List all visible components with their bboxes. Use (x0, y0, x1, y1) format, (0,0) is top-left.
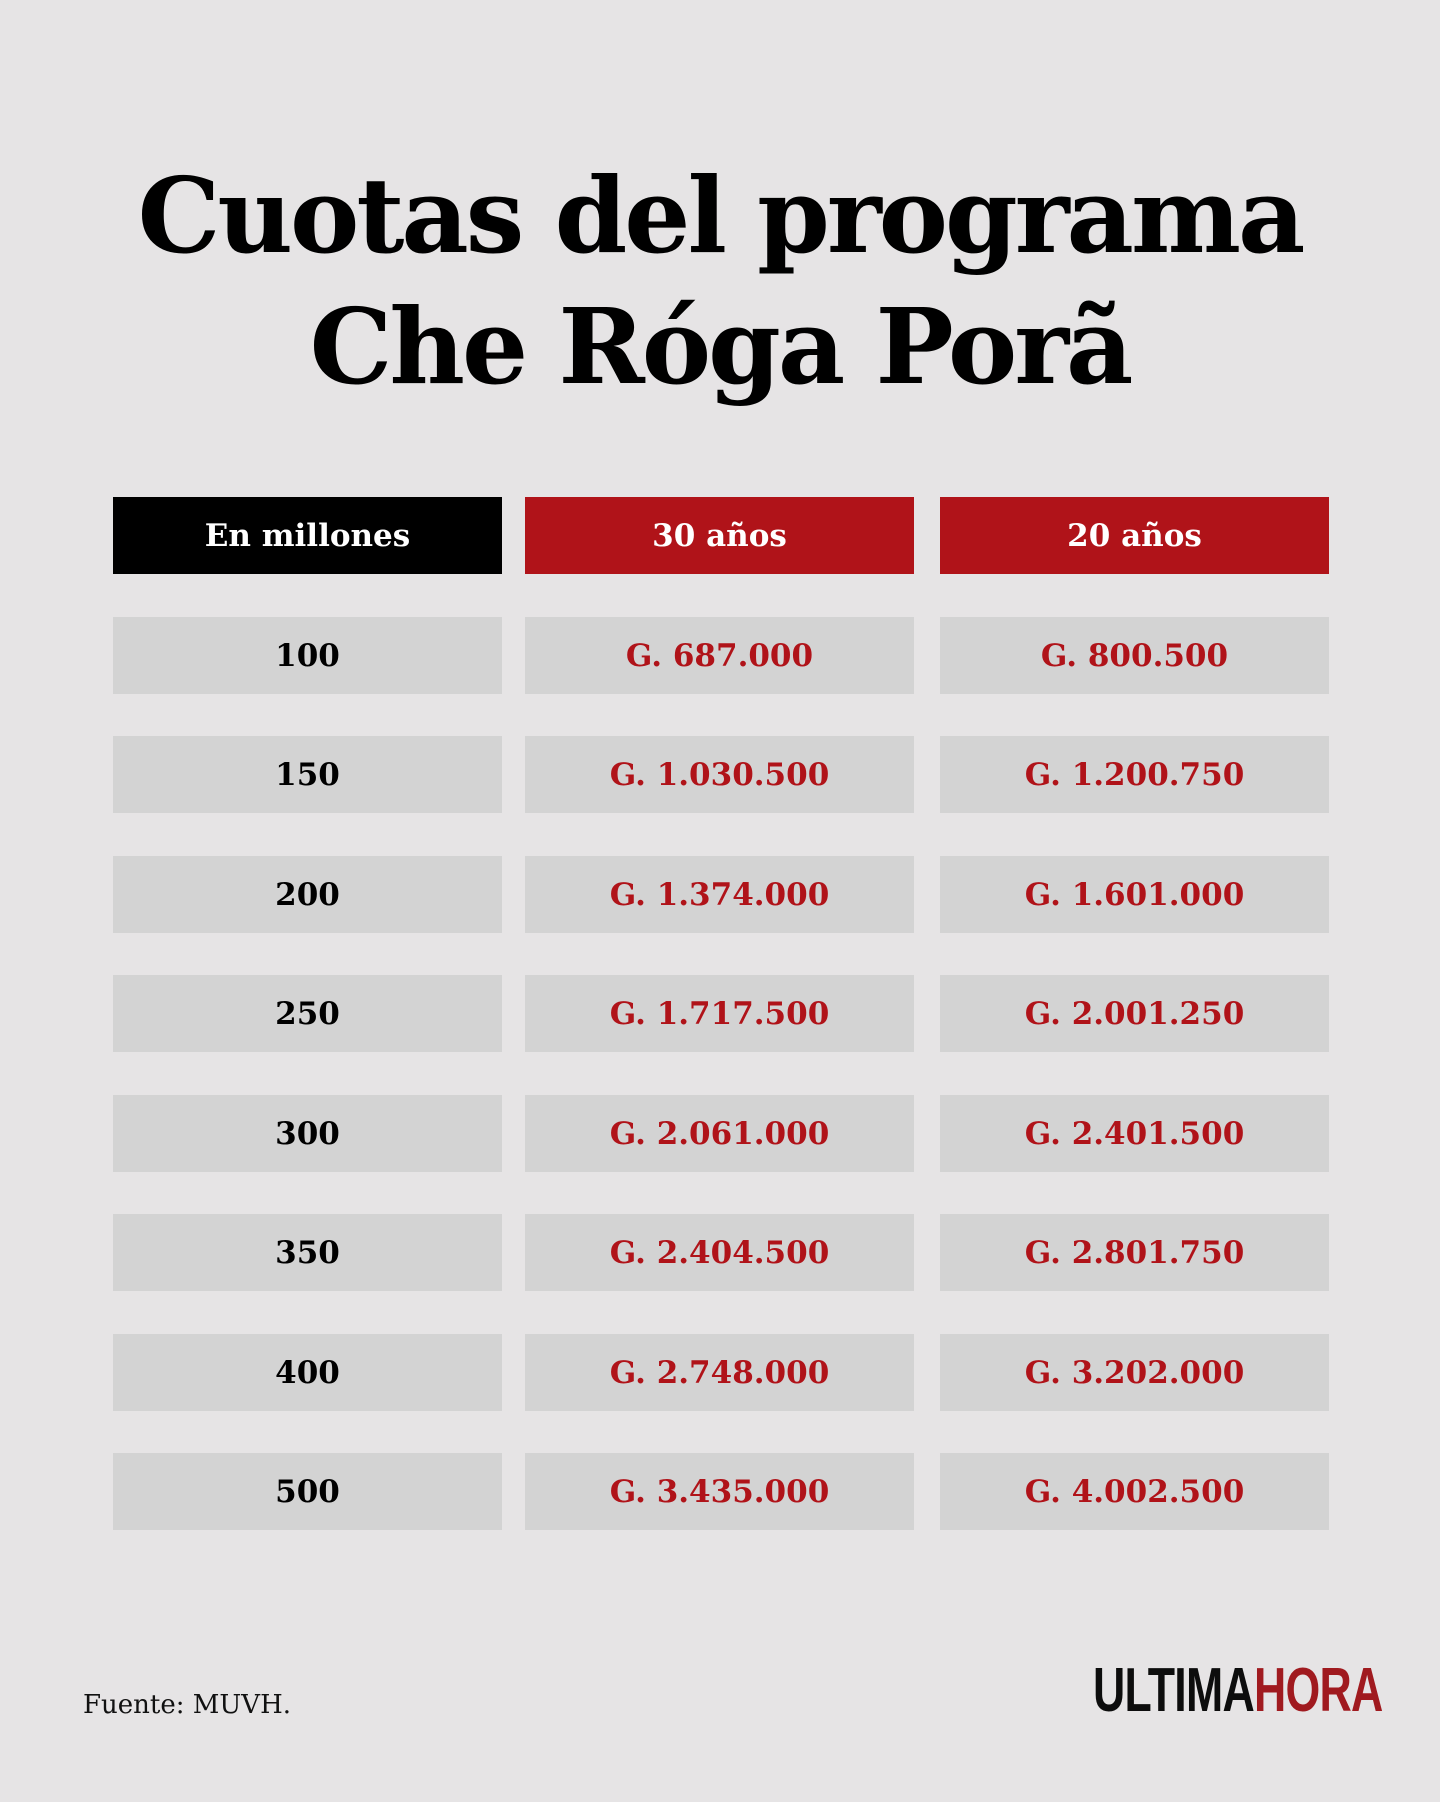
logo-part-ultima: ULTIMA (1093, 1656, 1255, 1725)
table-cell-20-years: G. 2.801.750 (940, 1214, 1329, 1291)
table-cell-30-years: G. 2.061.000 (525, 1095, 914, 1172)
table-cell-amount: 300 (113, 1095, 502, 1172)
table-cell-30-years: G. 2.404.500 (525, 1214, 914, 1291)
page-title: Cuotas del programa Che Róga Porã (0, 150, 1440, 412)
table-cell-amount: 250 (113, 975, 502, 1052)
table-cell-20-years: G. 1.601.000 (940, 856, 1329, 933)
table-cell-amount: 100 (113, 617, 502, 694)
table-cell-20-years: G. 4.002.500 (940, 1453, 1329, 1530)
logo-part-hora: HORA (1253, 1656, 1383, 1725)
table-cell-amount: 400 (113, 1334, 502, 1411)
table-cell-30-years: G. 687.000 (525, 617, 914, 694)
source-note: Fuente: MUVH. (83, 1690, 292, 1720)
title-line-1: Cuotas del programa (137, 154, 1306, 277)
table-cell-30-years: G. 3.435.000 (525, 1453, 914, 1530)
table-cell-20-years: G. 1.200.750 (940, 736, 1329, 813)
table-cell-amount: 350 (113, 1214, 502, 1291)
table-cell-30-years: G. 1.374.000 (525, 856, 914, 933)
table-cell-20-years: G. 2.401.500 (940, 1095, 1329, 1172)
table-cell-20-years: G. 3.202.000 (940, 1334, 1329, 1411)
table-cell-30-years: G. 1.030.500 (525, 736, 914, 813)
table-cell-20-years: G. 800.500 (940, 617, 1329, 694)
table-cell-amount: 200 (113, 856, 502, 933)
table-cell-30-years: G. 1.717.500 (525, 975, 914, 1052)
header-amount-millions: En millones (113, 497, 502, 574)
title-line-2: Che Róga Porã (309, 285, 1134, 408)
table-cell-amount: 150 (113, 736, 502, 813)
header-20-years: 20 años (940, 497, 1329, 574)
ultimahora-logo: ULTIMAHORA (1093, 1660, 1383, 1722)
table-cell-amount: 500 (113, 1453, 502, 1530)
table-cell-20-years: G. 2.001.250 (940, 975, 1329, 1052)
table-cell-30-years: G. 2.748.000 (525, 1334, 914, 1411)
header-30-years: 30 años (525, 497, 914, 574)
